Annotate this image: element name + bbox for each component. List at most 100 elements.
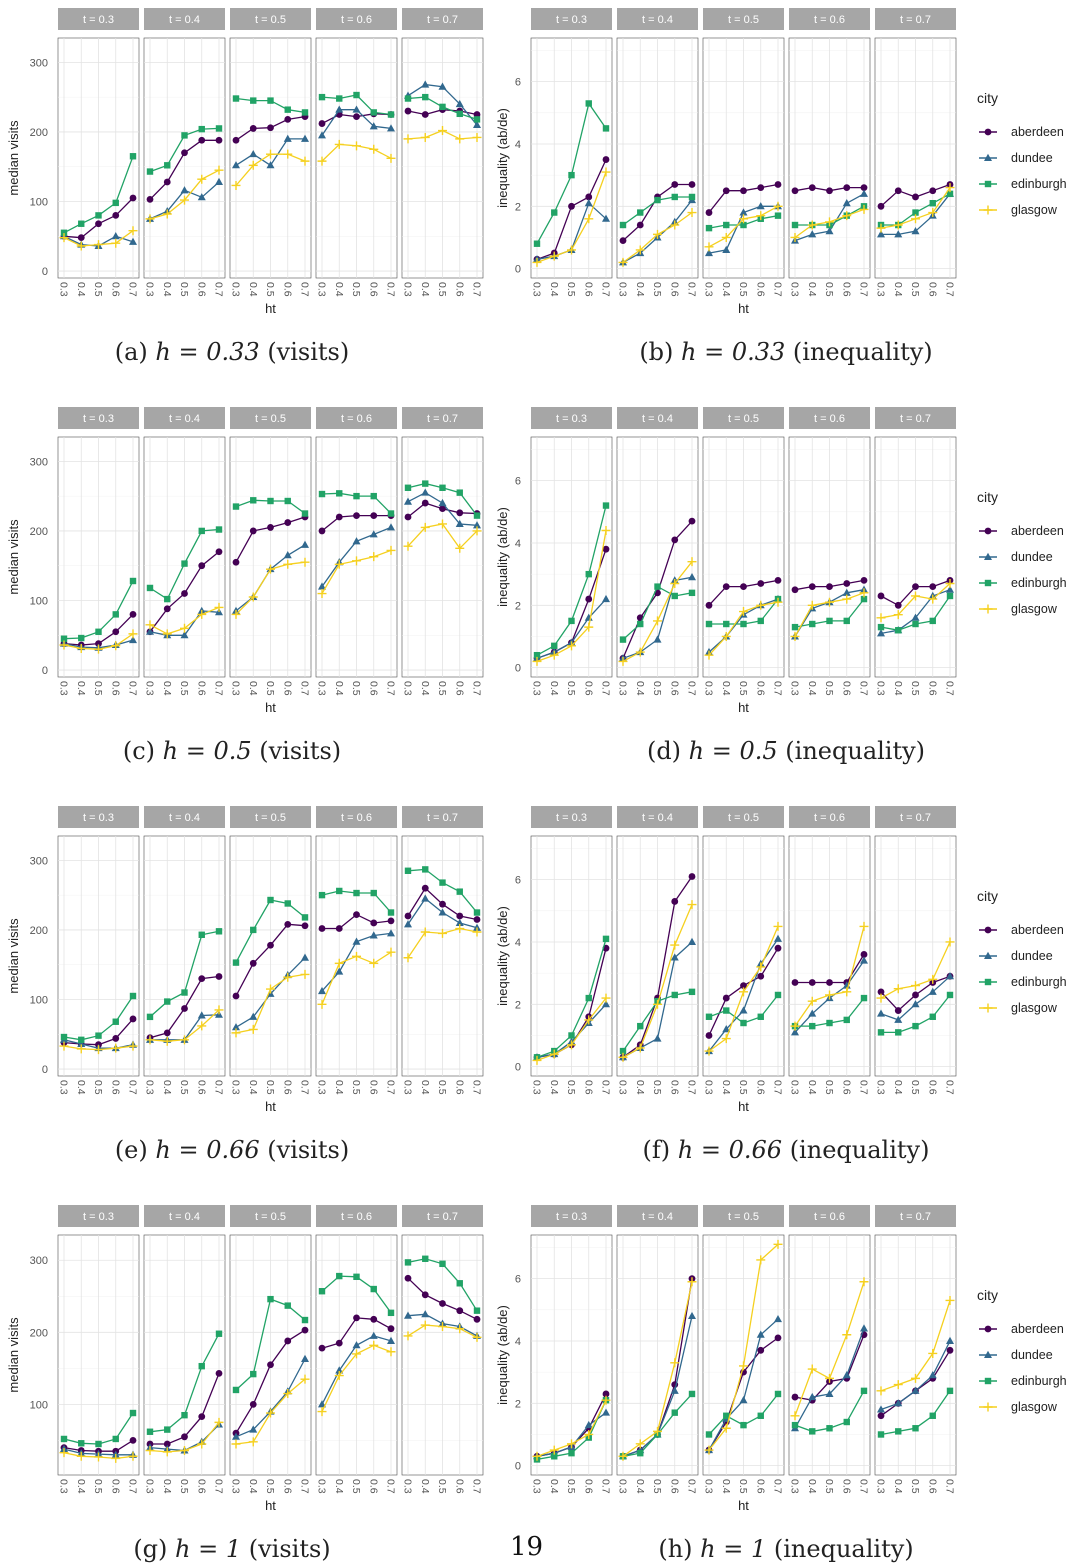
y-axis-label: inequality (ab/de) <box>495 108 510 208</box>
facet-4: t = 0.6 0.3 0.4 0.5 0.6 0.7 <box>316 8 398 297</box>
y-tick-label: 300 <box>30 57 48 69</box>
data-point-edinburgh <box>60 229 68 236</box>
data-point-aberdeen <box>318 120 326 127</box>
data-point-glasgow <box>76 643 86 653</box>
facet-strip <box>230 8 311 30</box>
x-tick-label: 0.7 <box>299 282 311 297</box>
x-tick-label: 0.5 <box>264 1080 276 1095</box>
x-tick-label: 0.6 <box>367 282 379 297</box>
x-tick-label: 0.5 <box>436 282 448 297</box>
data-point-glasgow <box>584 1429 594 1439</box>
x-tick-label: 0.7 <box>299 1479 311 1494</box>
facet-label: t = 0.6 <box>341 812 372 824</box>
data-point-glasgow <box>266 984 275 994</box>
data-point-dundee <box>404 1311 412 1319</box>
data-point-aberdeen <box>181 590 188 597</box>
legend-key-marker <box>983 604 993 614</box>
data-point-dundee <box>602 594 610 603</box>
data-point-glasgow <box>472 526 482 536</box>
data-point-edinburgh <box>129 992 137 1000</box>
data-point-edinburgh <box>215 526 223 533</box>
data-point-glasgow <box>825 1373 834 1383</box>
data-point-glasgow <box>128 1451 138 1461</box>
x-tick-label: 0.4 <box>634 681 646 696</box>
x-tick-label: 0.6 <box>195 1479 207 1494</box>
facet-strip <box>58 8 139 30</box>
data-point-dundee <box>808 1009 817 1017</box>
caption-prefix: (f) <box>643 1136 678 1164</box>
data-point-glasgow <box>739 1361 748 1371</box>
data-point-dundee <box>705 248 713 257</box>
data-point-edinburgh <box>688 589 696 597</box>
data-point-glasgow <box>162 1447 172 1457</box>
y-axis-label: inequality (ab/de) <box>495 1305 510 1405</box>
x-tick-label: 0.3 <box>617 1080 629 1095</box>
data-point-edinburgh <box>877 1029 885 1036</box>
data-point-glasgow <box>567 1040 576 1050</box>
x-tick-label: 0.3 <box>617 1479 629 1494</box>
data-point-glasgow <box>214 602 224 612</box>
data-point-edinburgh <box>585 994 592 1002</box>
caption-prefix: (e) <box>115 1136 156 1164</box>
data-point-aberdeen <box>163 178 171 186</box>
data-point-edinburgh <box>301 1316 309 1324</box>
y-axis-label: inequality (ab/de) <box>495 906 510 1006</box>
data-point-edinburgh <box>232 959 240 966</box>
x-tick-label: 0.5 <box>436 681 448 696</box>
data-point-edinburgh <box>232 503 240 510</box>
data-point-edinburgh <box>232 1386 240 1394</box>
data-point-dundee <box>911 1000 920 1008</box>
x-tick-label: 0.3 <box>875 681 887 696</box>
facet-strip <box>531 806 612 828</box>
facet-3: t = 0.5 0.3 0.4 0.5 0.6 0.7 <box>703 407 785 696</box>
x-tick-label: 0.7 <box>471 282 483 297</box>
data-point-edinburgh <box>387 1309 395 1317</box>
data-point-edinburgh <box>568 171 575 179</box>
legend-key-marker <box>984 527 992 535</box>
data-point-aberdeen <box>335 513 343 521</box>
facet-5: t = 0.7 0.3 0.4 0.5 0.6 0.7 <box>402 1205 484 1494</box>
x-tick-label: 0.7 <box>127 1080 139 1095</box>
data-point-glasgow <box>790 631 800 641</box>
data-point-glasgow <box>59 640 69 650</box>
data-point-dundee <box>180 186 189 194</box>
facet-3: t = 0.5 0.3 0.4 0.5 0.6 0.7 <box>230 1205 312 1494</box>
x-tick-label: 0.7 <box>772 1479 784 1494</box>
data-point-edinburgh <box>619 636 627 643</box>
x-tick-label: 0.4 <box>419 282 431 297</box>
data-point-edinburgh <box>456 888 463 895</box>
data-point-glasgow <box>773 201 783 211</box>
x-tick-label: 0.7 <box>858 1479 870 1494</box>
data-point-glasgow <box>214 1417 224 1427</box>
data-point-glasgow <box>455 1324 465 1334</box>
data-point-glasgow <box>111 1043 121 1053</box>
x-tick-label: 0.3 <box>58 1080 70 1095</box>
data-point-aberdeen <box>335 925 343 932</box>
data-point-edinburgh <box>353 492 360 500</box>
data-point-aberdeen <box>826 187 833 195</box>
legend-key-marker <box>984 180 992 188</box>
data-point-aberdeen <box>112 1035 120 1042</box>
data-point-edinburgh <box>215 1330 223 1337</box>
data-point-glasgow <box>756 962 766 972</box>
facet-strip <box>617 806 698 828</box>
x-tick-label: 0.5 <box>737 681 749 696</box>
data-point-dundee <box>421 1310 430 1318</box>
legend-key-marker <box>984 926 992 934</box>
data-point-glasgow <box>721 232 731 242</box>
data-point-dundee <box>911 613 920 621</box>
facet-label: t = 0.3 <box>83 812 114 824</box>
data-point-glasgow <box>618 1052 628 1062</box>
data-point-edinburgh <box>551 642 558 650</box>
x-tick-label: 0.5 <box>651 681 663 696</box>
x-tick-label: 0.5 <box>350 1080 362 1095</box>
data-point-glasgow <box>842 211 852 221</box>
x-tick-label: 0.5 <box>565 1080 577 1095</box>
x-tick-label: 0.3 <box>617 681 629 696</box>
x-tick-label: 0.7 <box>385 282 397 297</box>
data-point-edinburgh <box>637 1449 644 1457</box>
data-point-edinburgh <box>146 1428 154 1435</box>
facet-4: t = 0.6 0.3 0.4 0.5 0.6 0.7 <box>316 1205 398 1494</box>
data-point-dundee <box>928 987 937 995</box>
data-point-edinburgh <box>809 620 816 628</box>
